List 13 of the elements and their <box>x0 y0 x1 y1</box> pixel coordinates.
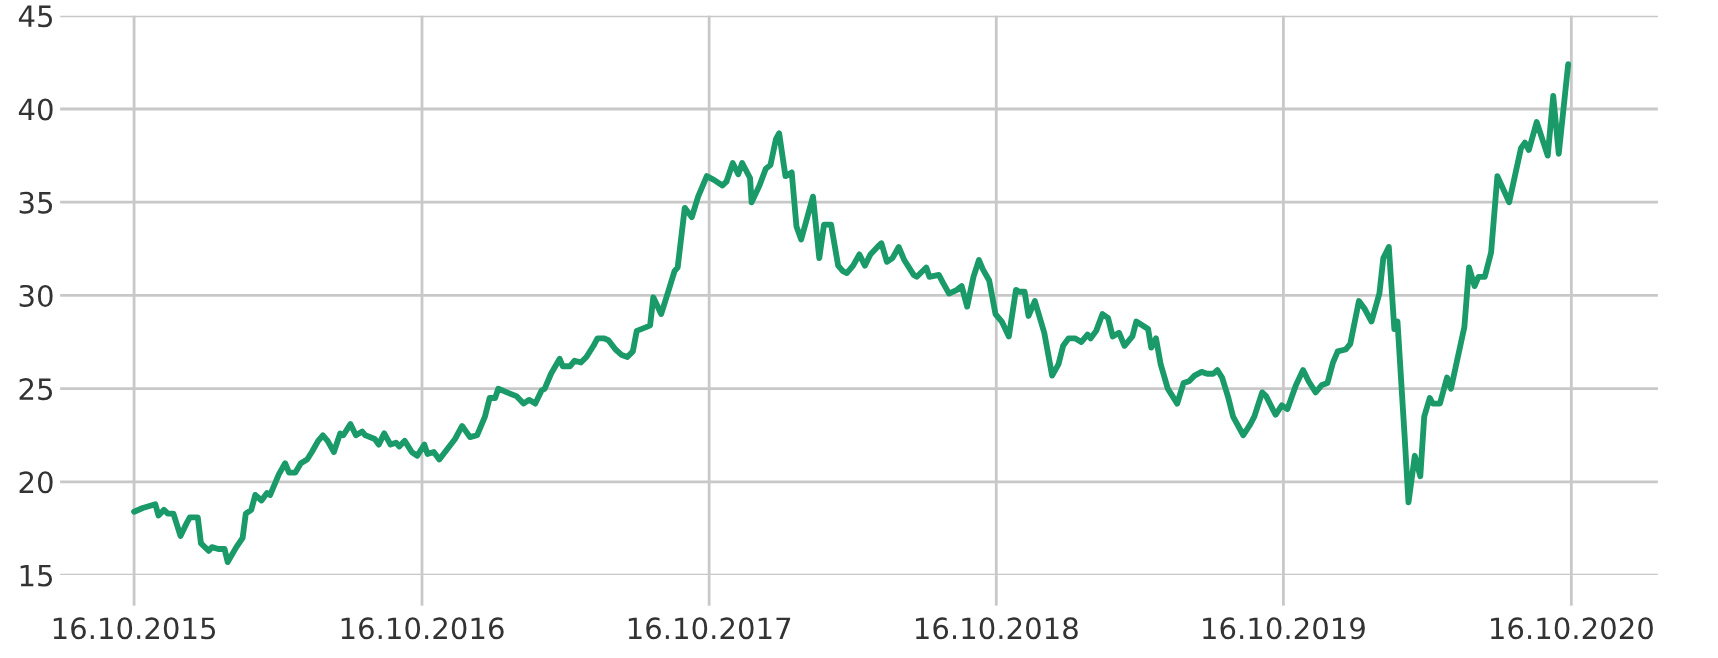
y-tick-label: 25 <box>19 378 53 401</box>
x-tick-label: 16.10.2020 <box>1491 617 1653 640</box>
x-tick-label: 16.10.2015 <box>53 617 216 640</box>
y-tick-label: 15 <box>20 564 53 587</box>
y-tick-label: 45 <box>18 5 53 28</box>
x-tick-label: 16.10.2017 <box>628 617 791 640</box>
y-tick-label: 20 <box>19 471 53 494</box>
x-tick-label: 16.10.2019 <box>1203 617 1365 640</box>
x-tick-label: 16.10.2018 <box>915 617 1078 640</box>
x-tick-label: 16.10.2016 <box>341 617 504 640</box>
y-tick-label: 30 <box>19 284 53 307</box>
y-tick-label: 40 <box>18 98 53 121</box>
y-tick-label: 35 <box>19 191 53 214</box>
